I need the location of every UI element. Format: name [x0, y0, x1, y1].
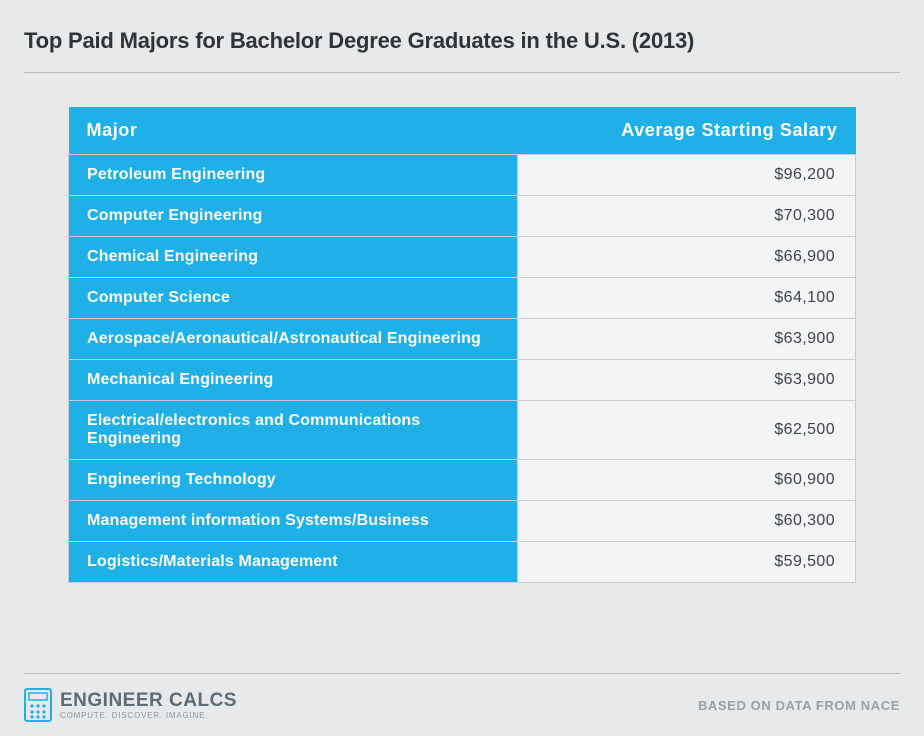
table-row: Mechanical Engineering $63,900 [69, 360, 856, 401]
table-row: Logistics/Materials Management $59,500 [69, 542, 856, 583]
page-title: Top Paid Majors for Bachelor Degree Grad… [24, 28, 900, 72]
col-header-major: Major [69, 107, 518, 155]
salary-cell: $64,100 [517, 278, 855, 319]
table-row: Electrical/electronics and Communication… [69, 401, 856, 460]
table-row: Computer Science $64,100 [69, 278, 856, 319]
data-source: BASED ON DATA FROM NACE [698, 698, 900, 713]
salary-cell: $96,200 [517, 155, 855, 196]
table-row: Aerospace/Aeronautical/Astronautical Eng… [69, 319, 856, 360]
salary-cell: $70,300 [517, 196, 855, 237]
salary-table: Major Average Starting Salary Petroleum … [68, 107, 856, 583]
table-row: Computer Engineering $70,300 [69, 196, 856, 237]
table-header-row: Major Average Starting Salary [69, 107, 856, 155]
major-cell: Logistics/Materials Management [69, 542, 518, 583]
salary-cell: $60,300 [517, 501, 855, 542]
salary-cell: $62,500 [517, 401, 855, 460]
major-cell: Petroleum Engineering [69, 155, 518, 196]
salary-cell: $66,900 [517, 237, 855, 278]
major-cell: Computer Science [69, 278, 518, 319]
major-cell: Computer Engineering [69, 196, 518, 237]
major-cell: Electrical/electronics and Communication… [69, 401, 518, 460]
salary-cell: $63,900 [517, 319, 855, 360]
major-cell: Chemical Engineering [69, 237, 518, 278]
major-cell: Aerospace/Aeronautical/Astronautical Eng… [69, 319, 518, 360]
footer: ENGINEER CALCS COMPUTE. DISCOVER. IMAGIN… [24, 674, 900, 722]
table-row: Engineering Technology $60,900 [69, 460, 856, 501]
major-cell: Mechanical Engineering [69, 360, 518, 401]
brand-text: ENGINEER CALCS COMPUTE. DISCOVER. IMAGIN… [60, 691, 237, 720]
brand-name: ENGINEER CALCS [60, 691, 237, 710]
calculator-icon [24, 688, 52, 722]
col-header-salary: Average Starting Salary [517, 107, 855, 155]
table-container: Major Average Starting Salary Petroleum … [24, 73, 900, 673]
salary-cell: $63,900 [517, 360, 855, 401]
salary-cell: $59,500 [517, 542, 855, 583]
major-cell: Engineering Technology [69, 460, 518, 501]
table-row: Management information Systems/Business … [69, 501, 856, 542]
brand-tagline: COMPUTE. DISCOVER. IMAGINE. [60, 712, 237, 720]
salary-cell: $60,900 [517, 460, 855, 501]
table-row: Chemical Engineering $66,900 [69, 237, 856, 278]
table-row: Petroleum Engineering $96,200 [69, 155, 856, 196]
major-cell: Management information Systems/Business [69, 501, 518, 542]
brand: ENGINEER CALCS COMPUTE. DISCOVER. IMAGIN… [24, 688, 237, 722]
